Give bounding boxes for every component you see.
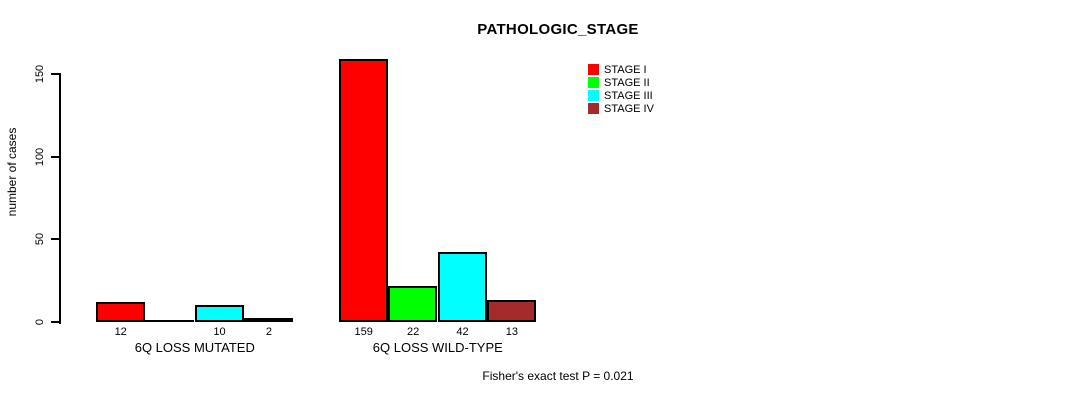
group-label: 6Q LOSS MUTATED — [134, 340, 255, 355]
legend-swatch-icon — [588, 64, 599, 75]
legend-swatch-icon — [588, 77, 599, 88]
bar-value-label: 10 — [213, 326, 226, 338]
y-tick-mark — [51, 72, 60, 75]
bar-stage-i — [339, 59, 388, 322]
y-tick-mark — [51, 321, 60, 323]
chart-title: PATHOLOGIC_STAGE — [477, 21, 639, 38]
legend-label: STAGE I — [604, 63, 647, 76]
bar-value-label: 12 — [114, 326, 127, 338]
bar-value-label: 2 — [265, 326, 272, 338]
legend-row: STAGE III — [588, 89, 654, 102]
bar-zero-stage-ii — [145, 320, 194, 322]
y-tick-label: 0 — [34, 318, 46, 326]
legend-swatch-icon — [588, 90, 599, 101]
legend-label: STAGE III — [604, 89, 653, 102]
legend-row: STAGE IV — [588, 102, 654, 115]
bar-value-label: 22 — [406, 326, 420, 338]
y-tick-label: 50 — [34, 233, 46, 246]
bar-stage-iv — [244, 318, 293, 322]
bar-value-label: 13 — [505, 326, 519, 338]
legend-row: STAGE I — [588, 63, 654, 76]
legend-row: STAGE II — [588, 76, 654, 89]
legend-swatch-icon — [588, 103, 599, 114]
y-tick-label: 100 — [34, 147, 46, 166]
legend-label: STAGE II — [604, 76, 650, 89]
bar-stage-iii — [438, 252, 487, 322]
legend: STAGE I STAGE II STAGE III STAGE IV — [588, 63, 654, 115]
y-axis-title: number of cases — [5, 127, 19, 217]
y-tick-mark — [51, 155, 60, 158]
y-tick-mark — [51, 238, 60, 241]
bar-stage-i — [96, 302, 145, 322]
group-label: 6Q LOSS WILD-TYPE — [372, 340, 503, 355]
bar-stage-iv — [487, 300, 536, 322]
bar-stage-iii — [195, 305, 244, 322]
bar-value-label: 159 — [354, 326, 373, 338]
annotation-text: Fisher's exact test P = 0.021 — [482, 369, 634, 383]
y-tick-label: 150 — [34, 64, 46, 83]
legend-label: STAGE IV — [604, 102, 654, 115]
bar-stage-ii — [388, 286, 437, 322]
y-axis-line — [59, 73, 61, 324]
bar-value-label: 42 — [456, 326, 469, 338]
